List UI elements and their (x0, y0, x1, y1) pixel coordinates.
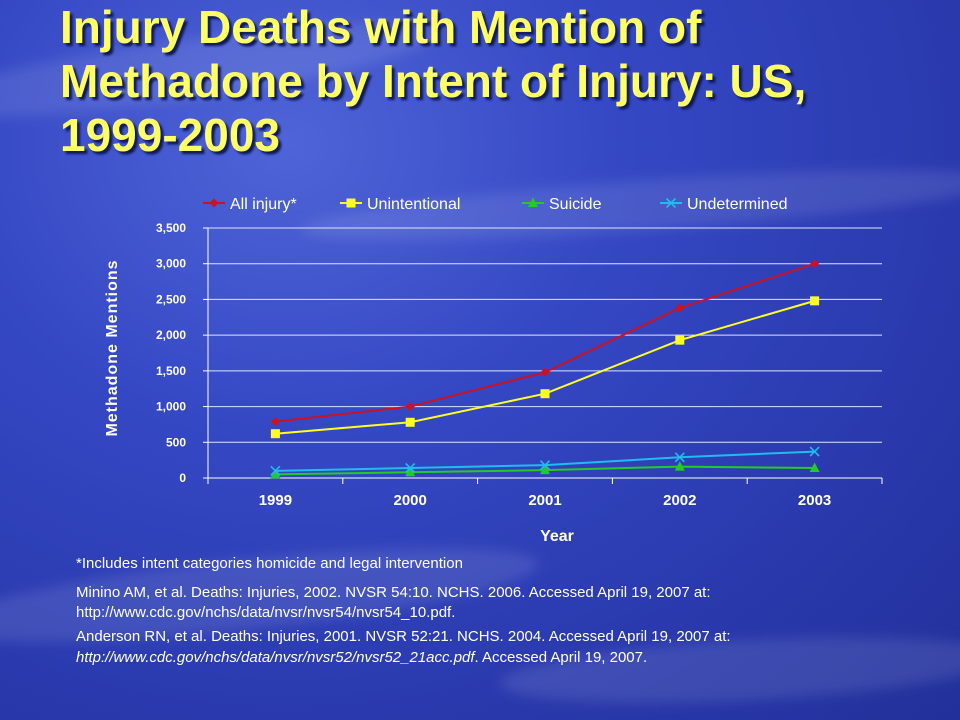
y-tick-label: 3,000 (156, 257, 186, 271)
reference-1-url[interactable]: http://www.cdc.gov/nchs/data/nvsr/nvsr54… (76, 604, 456, 621)
x-tick-label: 2001 (528, 492, 561, 509)
reference-2-line: http://www.cdc.gov/nchs/data/nvsr/nvsr52… (76, 648, 647, 668)
y-tick-label: 0 (179, 471, 186, 485)
x-tick-label: 2000 (394, 492, 427, 509)
legend-all-injury-label: All injury* (230, 196, 297, 213)
all-injury-point (270, 417, 280, 427)
undetermined-point (539, 460, 551, 471)
legend-suicide-marker (528, 197, 538, 207)
footnote: *Includes intent categories homicide and… (76, 555, 463, 572)
all-injury-point (810, 259, 820, 269)
undetermined-point (809, 446, 820, 457)
suicide-point (270, 468, 281, 479)
reference-2-suffix: . Accessed April 19, 2007. (474, 649, 648, 666)
reference-2-url[interactable]: http://www.cdc.gov/nchs/data/nvsr/nvsr52… (76, 649, 475, 666)
unintentional-series-line (275, 299, 815, 435)
unintentional-point (270, 429, 280, 439)
all-injury-point (675, 303, 685, 313)
x-tick-label: 2003 (798, 492, 831, 509)
legend-unintentional-label: Unintentional (367, 196, 460, 213)
reference-2-text: Anderson RN, et al. Deaths: Injuries, 20… (76, 628, 731, 645)
undetermined-point (270, 465, 281, 476)
legend-all-injury-marker (209, 198, 219, 208)
undetermined-point (405, 462, 416, 474)
unintentional-point (675, 335, 685, 345)
y-axis-label: Methadone Mentions (104, 259, 121, 436)
y-tick-label: 500 (166, 435, 186, 449)
all-injury-point (405, 402, 415, 412)
x-axis-label: Year (540, 528, 574, 545)
legend-undetermined-label: Undetermined (687, 196, 788, 213)
legend-undetermined-marker (665, 197, 677, 209)
legend-suicide-label: Suicide (549, 196, 602, 213)
unintentional-point (540, 389, 550, 399)
unintentional-point (405, 417, 415, 427)
reference-1-text: Minino AM, et al. Deaths: Injuries, 2002… (76, 584, 711, 601)
all-injury-point (540, 367, 550, 377)
legend-unintentional-marker (346, 198, 356, 208)
unintentional-point (810, 296, 820, 306)
y-tick-label: 1,500 (156, 364, 186, 378)
suicide-point (405, 466, 416, 477)
undetermined-point (674, 452, 685, 463)
slide-title: Injury Deaths with Mention of Methadone … (60, 1, 807, 161)
x-tick-label: 2002 (663, 492, 696, 509)
y-tick-label: 2,000 (156, 328, 186, 342)
suicide-point (674, 461, 685, 471)
suicide-point (540, 464, 550, 475)
x-tick-label: 1999 (259, 492, 292, 509)
y-tick-label: 1,000 (156, 400, 186, 414)
suicide-point (809, 462, 820, 472)
y-tick-label: 3,500 (156, 221, 186, 235)
y-tick-label: 2,500 (156, 292, 186, 306)
